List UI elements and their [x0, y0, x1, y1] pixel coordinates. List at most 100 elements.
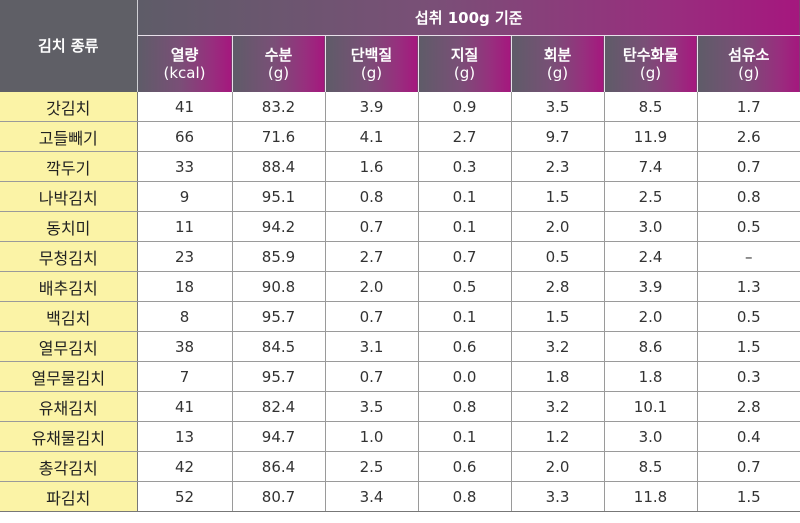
nutrient-value-cell: 86.4 [231, 451, 325, 482]
table-row: 갓김치 41 83.2 3.9 0.9 3.5 8.5 1.7 [0, 92, 800, 122]
nutrient-value-cell: 0.1 [417, 421, 511, 452]
nutrient-value-cell: 82.4 [231, 391, 325, 422]
column-header-unit: (kcal) [163, 64, 206, 82]
nutrient-value-cell: 0.5 [696, 211, 800, 242]
nutrient-value-cell: 2.7 [417, 121, 511, 152]
nutrient-value-cell: 42 [136, 451, 232, 482]
kimchi-name-cell: 열무김치 [0, 331, 138, 362]
nutrient-value-cell: 2.6 [696, 121, 800, 152]
column-header: 지질 (g) [417, 35, 511, 92]
nutrient-value-cell: 1.3 [696, 271, 800, 302]
nutrient-value-cell: 7.4 [603, 151, 697, 182]
kimchi-name-cell: 유채김치 [0, 391, 138, 422]
nutrient-value-cell: 95.7 [231, 301, 325, 332]
nutrient-value-cell: 2.0 [603, 301, 697, 332]
column-header-name: 수분 [264, 46, 293, 64]
nutrient-value-cell: 8.6 [603, 331, 697, 362]
nutrient-value-cell: 0.3 [417, 151, 511, 182]
column-header: 단백질 (g) [324, 35, 418, 92]
header-group-row: 김치 종류 섭취 100g 기준 [0, 0, 800, 92]
kimchi-name-cell: 파김치 [0, 481, 138, 512]
table-row: 무청김치 23 85.9 2.7 0.7 0.5 2.4– [0, 241, 800, 272]
column-header-unit: (g) [360, 64, 383, 82]
nutrient-value-cell: 8.5 [603, 451, 697, 482]
table-row: 깍두기 33 88.4 1.6 0.3 2.3 7.4 0.7 [0, 151, 800, 182]
nutrient-value-cell: 0.7 [696, 451, 800, 482]
nutrient-value-cell: 3.5 [510, 92, 604, 122]
nutrient-value-cell: 0.5 [696, 301, 800, 332]
nutrient-value-cell: 1.5 [510, 181, 604, 212]
nutrient-value-cell: 13 [136, 421, 232, 452]
nutrient-value-cell: 1.5 [510, 301, 604, 332]
kimchi-nutrition-table: 김치 종류 섭취 100g 기준 열량 (kcal) 수분 (g) 단백질 (g) 지질 (g… [0, 0, 800, 512]
nutrient-value-cell: 0.8 [324, 181, 418, 212]
nutrient-value-cell: 1.6 [324, 151, 418, 182]
nutrient-value-cell: 84.5 [231, 331, 325, 362]
nutrient-value-cell: 1.5 [696, 331, 800, 362]
nutrient-value-cell: 0.8 [696, 181, 800, 212]
table-row: 유채김치 41 82.4 3.5 0.8 3.2 10.1 2.8 [0, 391, 800, 422]
table-header: 김치 종류 섭취 100g 기준 열량 (kcal) 수분 (g) 단백질 (g) 지질 (g… [0, 0, 800, 92]
nutrient-value-cell: 1.0 [324, 421, 418, 452]
column-header-name: 섬유소 [728, 46, 770, 64]
nutrient-value-cell: 23 [136, 241, 232, 272]
nutrient-value-cell: 1.2 [510, 421, 604, 452]
nutrient-value-cell: 4.1 [324, 121, 418, 152]
table-row: 파김치 52 80.7 3.4 0.8 3.3 11.8 1.5 [0, 481, 800, 512]
nutrient-value-cell: 0.1 [417, 211, 511, 242]
table-row: 동치미 11 94.2 0.7 0.1 2.0 3.0 0.5 [0, 211, 800, 242]
nutrient-value-cell: 0.7 [324, 361, 418, 392]
nutrient-value-cell: 3.9 [603, 271, 697, 302]
nutrient-value-cell: 0.5 [510, 241, 604, 272]
nutrient-value-cell: 94.7 [231, 421, 325, 452]
kimchi-name-cell: 무청김치 [0, 241, 138, 272]
nutrient-value-cell: 3.2 [510, 331, 604, 362]
table-row: 나박김치 9 95.1 0.8 0.1 1.5 2.5 0.8 [0, 181, 800, 212]
nutrient-value-cell: 0.9 [417, 92, 511, 122]
kimchi-name-cell: 동치미 [0, 211, 138, 242]
nutrient-value-cell: 0.8 [417, 481, 511, 512]
nutrient-value-cell: 7 [136, 361, 232, 392]
nutrient-value-cell: 1.8 [603, 361, 697, 392]
nutrient-value-cell: 95.7 [231, 361, 325, 392]
kimchi-name-cell: 배추김치 [0, 271, 138, 302]
nutrient-value-cell: – [696, 241, 800, 272]
nutrient-value-cell: 85.9 [231, 241, 325, 272]
nutrient-value-cell: 33 [136, 151, 232, 182]
nutrient-value-cell: 0.7 [324, 301, 418, 332]
nutrient-value-cell: 9 [136, 181, 232, 212]
column-header: 탄수화물 (g) [603, 35, 697, 92]
table-row: 열무물김치 7 95.7 0.7 0.0 1.8 1.8 0.3 [0, 361, 800, 392]
kimchi-name-cell: 유채물김치 [0, 421, 138, 452]
nutrient-value-cell: 0.6 [417, 331, 511, 362]
nutrient-value-cell: 0.7 [696, 151, 800, 182]
column-header-name: 단백질 [350, 46, 393, 64]
table-row: 백김치 8 95.7 0.7 0.1 1.5 2.0 0.5 [0, 301, 800, 332]
nutrient-value-cell: 2.7 [324, 241, 418, 272]
kimchi-name-cell: 나박김치 [0, 181, 138, 212]
nutrient-value-cell: 0.0 [417, 361, 511, 392]
kimchi-name-cell: 백김치 [0, 301, 138, 332]
column-header-unit: (g) [738, 64, 760, 82]
nutrient-value-cell: 2.3 [510, 151, 604, 182]
nutrient-value-cell: 2.5 [603, 181, 697, 212]
kimchi-name-cell: 깍두기 [0, 151, 138, 182]
kimchi-name-cell: 총각김치 [0, 451, 138, 482]
nutrient-value-cell: 95.1 [231, 181, 325, 212]
nutrient-value-cell: 8.5 [603, 92, 697, 122]
header-column-row: 열량 (kcal) 수분 (g) 단백질 (g) 지질 (g) 회분 (g) 탄수화물 (g) 섬유소(… [0, 35, 800, 92]
nutrient-value-cell: 0.7 [324, 211, 418, 242]
nutrient-value-cell: 1.7 [696, 92, 800, 122]
table-row: 열무김치 38 84.5 3.1 0.6 3.2 8.6 1.5 [0, 331, 800, 362]
column-header-unit: (g) [267, 64, 290, 82]
table-body: 갓김치 41 83.2 3.9 0.9 3.5 8.5 1.7 고들빼기 66 71.6 4.1 2.7… [0, 92, 800, 512]
column-header-name: 회분 [543, 46, 572, 64]
kimchi-name-cell: 고들빼기 [0, 121, 138, 152]
nutrient-value-cell: 88.4 [231, 151, 325, 182]
nutrient-value-cell: 0.8 [417, 391, 511, 422]
nutrient-value-cell: 3.9 [324, 92, 418, 122]
table-row: 총각김치 42 86.4 2.5 0.6 2.0 8.5 0.7 [0, 451, 800, 482]
nutrient-value-cell: 9.7 [510, 121, 604, 152]
nutrient-value-cell: 2.8 [696, 391, 800, 422]
